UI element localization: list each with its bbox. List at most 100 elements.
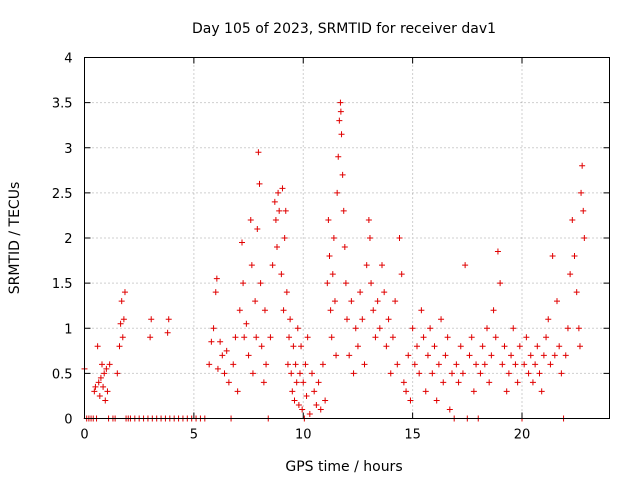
data-point (551, 352, 558, 359)
data-point (101, 370, 108, 377)
axis-ticks (84, 57, 610, 419)
data-point (117, 320, 124, 327)
data-point (291, 397, 298, 404)
data-point (328, 334, 335, 341)
data-point (409, 325, 416, 332)
data-point (361, 361, 368, 368)
data-point (525, 370, 532, 377)
data-point (97, 374, 104, 381)
y-tick-label: 2 (64, 232, 72, 247)
data-point (280, 307, 287, 314)
data-point (253, 334, 260, 341)
data-point (276, 207, 283, 214)
data-point (240, 280, 247, 287)
data-point (372, 334, 379, 341)
data-point (263, 361, 270, 368)
data-point (549, 253, 556, 260)
data-point (206, 361, 213, 368)
data-point (354, 343, 361, 350)
data-point (104, 388, 111, 395)
data-point (396, 235, 403, 241)
data-point (536, 370, 543, 377)
data-point (210, 325, 217, 332)
data-point (337, 108, 344, 115)
data-point (420, 334, 427, 341)
y-tick-label: 3 (64, 142, 72, 157)
data-point (279, 185, 286, 192)
data-point (230, 361, 237, 368)
data-point (214, 365, 221, 372)
data-point (327, 307, 334, 314)
data-point (368, 280, 375, 287)
data-point (558, 370, 565, 377)
plot-frame (84, 57, 610, 419)
data-point (538, 388, 545, 395)
data-point (274, 244, 280, 251)
data-point (254, 225, 261, 232)
data-point (457, 343, 464, 350)
data-point (219, 352, 226, 359)
data-point (94, 343, 101, 350)
data-point (288, 370, 295, 377)
x-tick-label: 10 (295, 428, 312, 443)
data-point (416, 370, 423, 377)
data-point (571, 253, 578, 260)
data-point (331, 298, 338, 305)
data-point (164, 329, 171, 336)
data-point (418, 307, 425, 314)
data-point (148, 316, 155, 323)
data-point (293, 379, 300, 386)
data-point (234, 388, 241, 395)
data-point (120, 316, 127, 323)
data-point (503, 388, 510, 395)
data-point (245, 352, 252, 359)
data-point (249, 370, 256, 377)
data-point (374, 298, 381, 305)
data-point (499, 361, 506, 368)
data-point (272, 216, 279, 223)
data-point (283, 289, 290, 296)
data-point (407, 397, 414, 404)
data-point (208, 338, 215, 345)
data-point (217, 338, 224, 345)
data-point (481, 361, 488, 368)
data-point (554, 298, 560, 305)
chart-title: Day 105 of 2023, SRMTID for receiver dav… (192, 21, 496, 37)
data-point (298, 343, 305, 350)
data-point (309, 370, 315, 377)
data-point (95, 379, 102, 386)
data-point (562, 352, 569, 359)
data-point (534, 343, 541, 350)
data-point (479, 343, 486, 350)
data-point (501, 343, 508, 350)
data-point (435, 361, 442, 368)
data-point (281, 235, 288, 241)
data-point (492, 334, 499, 341)
y-tick-label: 0 (64, 413, 72, 428)
data-point (106, 361, 113, 368)
data-point (96, 392, 103, 399)
data-point (567, 271, 574, 278)
x-tick-label: 0 (80, 428, 88, 443)
data-point (477, 370, 484, 377)
data-point (352, 325, 359, 332)
data-point (429, 370, 436, 377)
data-point (521, 361, 528, 368)
data-point (306, 410, 313, 417)
data-point (532, 361, 539, 368)
data-point (315, 379, 322, 386)
data-point (147, 334, 154, 341)
data-point (271, 198, 278, 205)
data-point (527, 352, 534, 359)
y-tick-label: 0.5 (52, 367, 73, 382)
data-point (282, 207, 289, 214)
data-point (289, 388, 296, 395)
y-axis-title: SRMTID / TECUs (7, 182, 23, 295)
data-point (335, 153, 342, 160)
data-point (284, 361, 291, 368)
data-point (359, 316, 366, 323)
data-point (341, 244, 348, 251)
y-tick-label: 1 (64, 322, 72, 337)
data-point (232, 334, 239, 341)
